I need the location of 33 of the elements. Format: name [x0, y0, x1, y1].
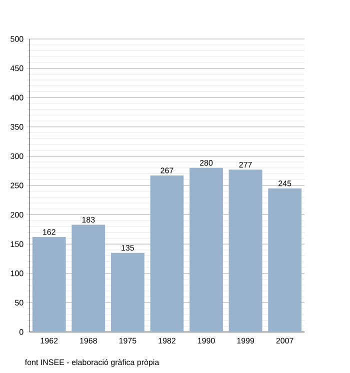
x-tick-label: 1999	[237, 338, 254, 344]
x-tick-label: 1982	[158, 338, 176, 344]
x-tick-label: 1968	[80, 338, 97, 344]
y-tick-label: 400	[10, 94, 24, 100]
data-label: 245	[278, 180, 292, 186]
x-tick-label: 1990	[198, 338, 215, 344]
data-label: 183	[82, 216, 95, 223]
data-label: 267	[160, 168, 174, 174]
y-tick-label: 200	[10, 212, 24, 218]
y-tick-label: 100	[10, 270, 24, 276]
bar	[72, 224, 106, 332]
data-label: 162	[43, 229, 56, 235]
x-tick-label: 1962	[40, 338, 58, 344]
bar	[110, 252, 144, 332]
text: font INSEE - elaboració gràfica pròpia	[24, 359, 160, 367]
bar	[190, 168, 223, 332]
data-label: 277	[239, 162, 252, 168]
y-tick-label: 450	[10, 65, 24, 72]
bar	[228, 170, 262, 332]
x-tick-label: 2007	[276, 338, 294, 344]
y-tick-label: 300	[10, 153, 24, 160]
bar	[32, 237, 66, 332]
bar	[268, 188, 302, 332]
y-tick-label: 0	[19, 329, 24, 335]
y-tick-label: 50	[15, 300, 24, 306]
data-label: 135	[122, 244, 134, 251]
bar	[150, 176, 184, 332]
y-tick-label: 350	[10, 124, 24, 130]
data-label: 280	[200, 160, 213, 166]
y-tick-label: 500	[10, 36, 24, 42]
y-tick-label: 150	[10, 241, 24, 247]
x-tick-label: 1975	[119, 338, 136, 344]
y-tick-label: 250	[10, 182, 24, 188]
